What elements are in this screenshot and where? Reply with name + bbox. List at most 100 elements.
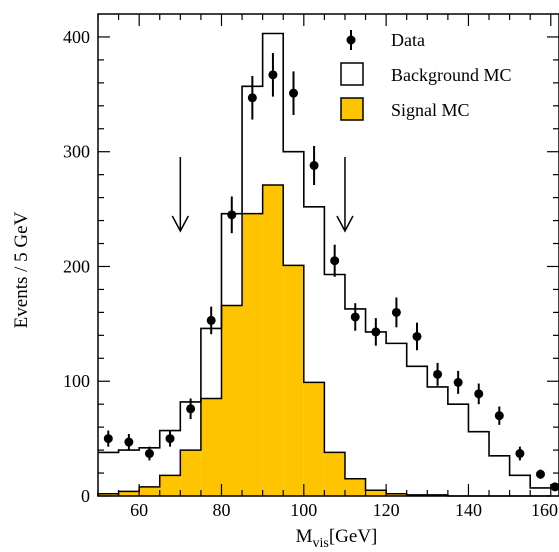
y-tick-label: 200 xyxy=(63,256,90,276)
cut-arrow-head xyxy=(336,215,354,233)
data-marker xyxy=(124,437,134,447)
data-point xyxy=(289,71,299,115)
x-tick-label: 140 xyxy=(455,500,482,520)
y-tick-label: 300 xyxy=(63,142,90,162)
data-marker xyxy=(515,449,525,459)
signal-bar xyxy=(159,475,181,496)
y-axis-label: Events / 5 GeV xyxy=(11,211,32,328)
legend-item-background: Background MC xyxy=(340,62,512,86)
legend-background-swatch xyxy=(340,62,364,86)
signal-bar xyxy=(303,382,325,496)
data-point xyxy=(206,306,216,335)
data-points-layer xyxy=(103,53,559,492)
data-marker xyxy=(186,404,196,414)
y-tick-label: 400 xyxy=(63,27,90,47)
data-marker xyxy=(206,315,216,325)
x-axis-label-subscript: vis xyxy=(313,536,329,551)
plot-frame xyxy=(97,13,559,497)
signal-bar xyxy=(344,478,366,496)
data-marker xyxy=(268,70,278,80)
legend-label-signal: Signal MC xyxy=(391,100,470,120)
data-point xyxy=(309,145,319,185)
x-tick-label: 100 xyxy=(290,500,317,520)
data-point xyxy=(535,469,545,479)
y-tick-label: 0 xyxy=(81,486,90,506)
data-point xyxy=(124,434,134,451)
signal-bar xyxy=(365,490,387,496)
data-point xyxy=(412,322,422,351)
signal-bar xyxy=(118,491,140,496)
data-point xyxy=(165,430,175,447)
cut-arrow xyxy=(171,157,189,233)
x-tick-label: 120 xyxy=(373,500,400,520)
data-marker xyxy=(350,312,360,322)
signal-bar xyxy=(283,265,304,496)
signal-bar xyxy=(221,305,243,496)
data-point xyxy=(515,446,525,461)
legend-item-data: Data xyxy=(346,30,425,50)
data-marker xyxy=(412,331,422,341)
axes-layer xyxy=(97,13,559,497)
legend-item-signal: Signal MC xyxy=(340,97,470,121)
background-mc-layer xyxy=(98,32,551,489)
data-marker xyxy=(550,482,559,492)
data-marker xyxy=(371,327,381,337)
signal-outline xyxy=(97,184,551,497)
signal-bar xyxy=(262,184,284,496)
x-tick-label: 60 xyxy=(130,500,148,520)
signal-bar xyxy=(180,450,201,496)
data-point xyxy=(371,318,381,346)
x-axis-label: Mvis[GeV] xyxy=(296,526,378,551)
data-marker xyxy=(227,210,237,220)
data-point xyxy=(453,370,463,394)
data-point xyxy=(227,196,237,234)
signal-bar xyxy=(386,493,407,496)
data-point xyxy=(247,75,257,120)
data-marker xyxy=(309,160,319,170)
data-marker xyxy=(453,377,463,387)
cut-arrow xyxy=(336,157,354,233)
legend-label-data: Data xyxy=(391,30,425,50)
data-marker xyxy=(494,411,504,421)
data-marker xyxy=(289,88,299,98)
signal-bar xyxy=(98,493,119,496)
data-point xyxy=(474,383,484,405)
data-point xyxy=(103,430,113,447)
data-point xyxy=(433,362,443,386)
data-point xyxy=(268,53,278,97)
x-axis-label-main: M xyxy=(296,526,313,547)
legend: Data Background MC Signal MC xyxy=(340,30,512,121)
signal-bar xyxy=(200,398,222,496)
data-point xyxy=(350,303,360,331)
legend-data-marker xyxy=(346,35,356,45)
data-point xyxy=(186,398,196,420)
x-tick-label: 80 xyxy=(212,500,230,520)
data-marker xyxy=(433,369,443,379)
signal-mc-layer xyxy=(97,184,551,497)
x-axis-label-unit: [GeV] xyxy=(329,526,378,547)
data-marker xyxy=(391,307,401,317)
data-marker xyxy=(247,93,257,103)
cut-arrows-layer xyxy=(171,157,354,233)
data-marker xyxy=(144,449,154,459)
y-tick-label: 100 xyxy=(63,371,90,391)
data-marker xyxy=(474,389,484,399)
data-marker xyxy=(165,434,175,444)
data-point xyxy=(391,297,401,328)
data-point xyxy=(330,244,340,277)
data-marker xyxy=(103,434,113,444)
ticks-layer: 60 80 100 120 140 160 0 100 200 300 400 xyxy=(63,14,559,520)
data-point xyxy=(144,446,154,461)
data-point xyxy=(550,482,559,492)
data-marker xyxy=(535,469,545,479)
signal-bar xyxy=(242,213,263,496)
cut-arrow-head xyxy=(171,215,189,233)
legend-signal-swatch xyxy=(340,97,364,121)
background-step-line xyxy=(98,32,551,489)
signal-bar xyxy=(139,486,160,496)
signal-bar xyxy=(324,452,345,496)
data-point xyxy=(494,406,504,425)
data-marker xyxy=(330,256,340,266)
legend-label-background: Background MC xyxy=(391,65,512,85)
